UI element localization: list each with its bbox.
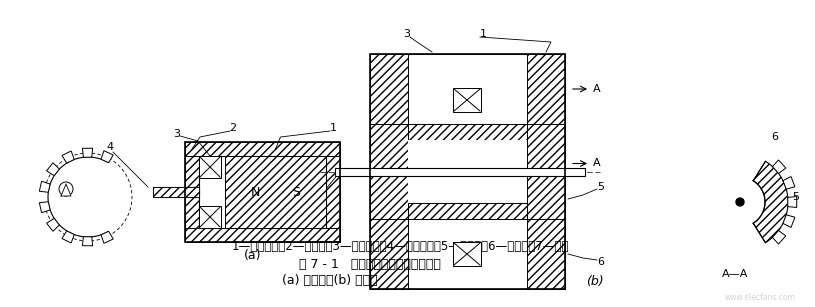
Bar [185,142,340,242]
Circle shape [736,198,744,206]
Polygon shape [101,151,113,163]
Bar [370,219,565,289]
Bar [453,242,481,266]
Bar [185,142,340,156]
Bar [225,156,326,228]
Text: S: S [292,185,300,199]
Bar [408,219,527,289]
Text: 6: 6 [597,257,605,267]
Bar [335,168,585,176]
Text: 1: 1 [329,123,337,133]
Bar [199,156,221,178]
Text: (a) 开磁路；(b) 闭磁路: (a) 开磁路；(b) 闭磁路 [282,274,378,286]
Polygon shape [82,148,93,157]
Bar [153,187,199,197]
Text: 图 7 - 1   变磁通式磁电传感器结构图: 图 7 - 1 变磁通式磁电传感器结构图 [299,258,441,270]
Bar [408,203,527,219]
Text: A: A [593,84,601,94]
Polygon shape [788,196,797,208]
Bar [527,124,565,219]
Bar [408,124,527,140]
Polygon shape [62,151,74,163]
Text: (b): (b) [586,274,604,287]
Polygon shape [783,215,795,227]
Text: 6: 6 [772,132,778,142]
Polygon shape [101,231,113,243]
Text: 5: 5 [792,192,800,202]
Text: 3: 3 [403,29,411,39]
Text: N: N [251,185,260,199]
Bar [199,156,326,228]
Polygon shape [773,160,786,173]
Polygon shape [39,181,51,192]
Text: 1—永久磁铁；2—软磁铁；3—感应线圈；4—测量齿轮；5—内齿轮；6—外齿轮；7—转轴: 1—永久磁铁；2—软磁铁；3—感应线圈；4—测量齿轮；5—内齿轮；6—外齿轮；7… [231,240,569,254]
Bar [199,206,221,228]
Polygon shape [62,231,74,243]
Polygon shape [783,177,795,189]
Text: www.elecfans.com: www.elecfans.com [725,293,795,301]
Bar [408,54,527,124]
Bar [370,124,408,219]
Bar [370,54,565,289]
Polygon shape [82,237,93,246]
Bar [408,203,527,219]
Bar [408,140,527,203]
Bar [185,156,199,228]
Polygon shape [46,163,59,176]
Text: A: A [593,158,601,169]
Text: 4: 4 [107,142,113,152]
Bar [185,228,340,242]
Text: A—A: A—A [722,269,748,279]
Bar [453,88,481,112]
Polygon shape [773,231,786,244]
Text: 5: 5 [597,182,605,192]
Bar [153,187,199,197]
Polygon shape [61,184,71,196]
Text: 1: 1 [479,29,487,39]
Text: (a): (a) [244,250,262,262]
Circle shape [59,182,73,196]
Bar [408,124,527,140]
Text: 7: 7 [314,196,320,205]
Bar [326,156,340,228]
Text: 3: 3 [174,129,180,139]
Text: 2: 2 [230,123,236,133]
Bar [370,54,565,124]
Polygon shape [39,202,51,213]
Polygon shape [46,218,59,231]
